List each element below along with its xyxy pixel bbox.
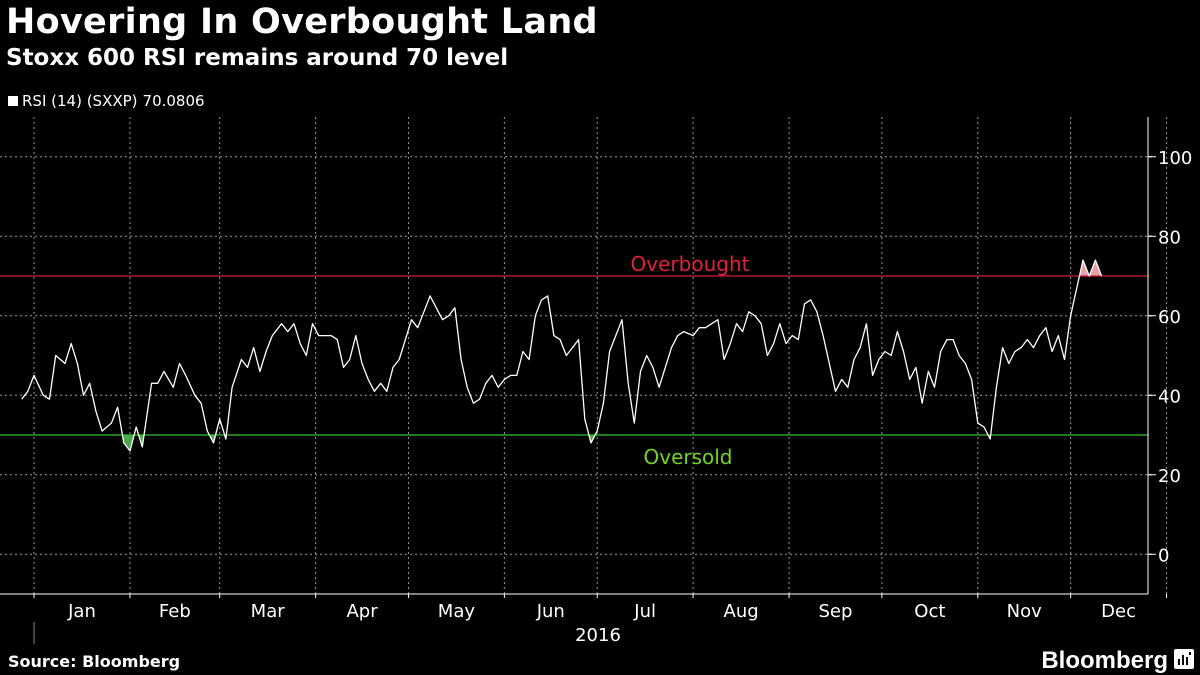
y-tick-label: 40 (1158, 386, 1181, 407)
x-month-label: Oct (914, 601, 945, 622)
legend-last-value: 70.0806 (142, 92, 205, 110)
x-month-label: Feb (159, 601, 191, 622)
reference-lines: Overbought Oversold (0, 252, 1148, 469)
x-month-label: Nov (1007, 601, 1042, 622)
legend-swatch (8, 96, 18, 106)
x-month-label: Sep (819, 601, 853, 622)
x-year-label: 2016 (575, 625, 621, 646)
x-month-label: Mar (251, 601, 286, 622)
x-month-label: Aug (724, 601, 759, 622)
y-tick-label: 100 (1158, 148, 1192, 169)
rsi-series (21, 259, 1103, 452)
bloomberg-terminal-icon (1174, 649, 1194, 669)
overbought-label: Overbought (631, 252, 750, 276)
x-month-label: May (438, 601, 476, 622)
grid-lines (0, 117, 1168, 594)
oversold-label: Oversold (643, 445, 732, 469)
x-month-label: Dec (1101, 601, 1136, 622)
rsi-line (21, 259, 1103, 452)
legend-series-name: RSI (14) (SXXP) (22, 92, 138, 110)
bloomberg-logo: Bloomberg (1041, 647, 1168, 674)
legend: RSI (14) (SXXP) 70.0806 (8, 92, 205, 110)
x-month-label: Jan (67, 601, 96, 622)
x-month-label: Apr (346, 601, 378, 622)
chart-title: Hovering In Overbought Land (6, 2, 598, 42)
source-note: Source: Bloomberg (8, 652, 181, 671)
x-month-label: Jun (536, 601, 565, 622)
threshold-fill-areas (122, 260, 1102, 451)
x-month-label: Jul (633, 601, 656, 622)
overbought-fill (1079, 260, 1090, 276)
axes: 0 20 40 60 80 100 Jan Feb Mar Apr May Jun Jul Aug Sep O… (0, 117, 1192, 646)
y-tick-label: 20 (1158, 466, 1181, 487)
overbought-fill (1089, 260, 1102, 276)
chart-subtitle: Stoxx 600 RSI remains around 70 level (6, 45, 509, 71)
oversold-fill (122, 435, 135, 451)
y-tick-label: 60 (1158, 307, 1181, 328)
y-tick-label: 80 (1158, 227, 1181, 248)
y-tick-label: 0 (1158, 545, 1169, 566)
